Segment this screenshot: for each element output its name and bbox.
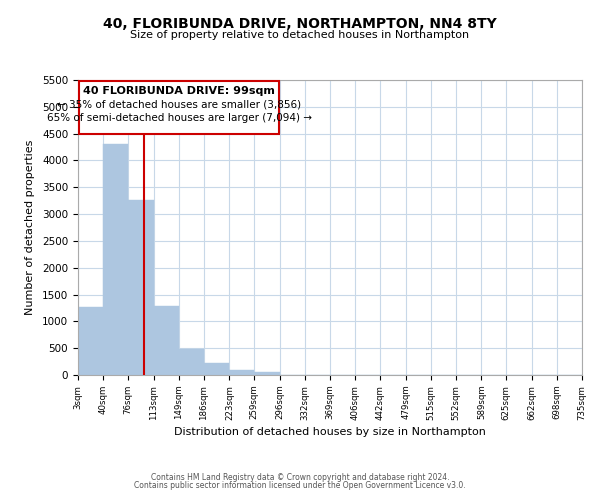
Text: 40 FLORIBUNDA DRIVE: 99sqm: 40 FLORIBUNDA DRIVE: 99sqm [83,86,275,96]
Y-axis label: Number of detached properties: Number of detached properties [25,140,35,315]
Text: Contains public sector information licensed under the Open Government Licence v3: Contains public sector information licen… [134,481,466,490]
Text: Size of property relative to detached houses in Northampton: Size of property relative to detached ho… [130,30,470,40]
FancyBboxPatch shape [79,81,279,134]
Bar [254,372,280,375]
Bar [78,307,103,375]
X-axis label: Distribution of detached houses by size in Northampton: Distribution of detached houses by size … [174,426,486,436]
Text: Contains HM Land Registry data © Crown copyright and database right 2024.: Contains HM Land Registry data © Crown c… [151,472,449,482]
Text: 40, FLORIBUNDA DRIVE, NORTHAMPTON, NN4 8TY: 40, FLORIBUNDA DRIVE, NORTHAMPTON, NN4 8… [103,18,497,32]
Bar [179,350,204,375]
Bar [229,370,254,375]
Bar [128,200,154,375]
Bar [103,144,128,375]
Text: ← 35% of detached houses are smaller (3,856): ← 35% of detached houses are smaller (3,… [57,100,301,110]
Bar [204,362,229,375]
Text: 65% of semi-detached houses are larger (7,094) →: 65% of semi-detached houses are larger (… [47,112,312,122]
Bar [154,306,179,375]
